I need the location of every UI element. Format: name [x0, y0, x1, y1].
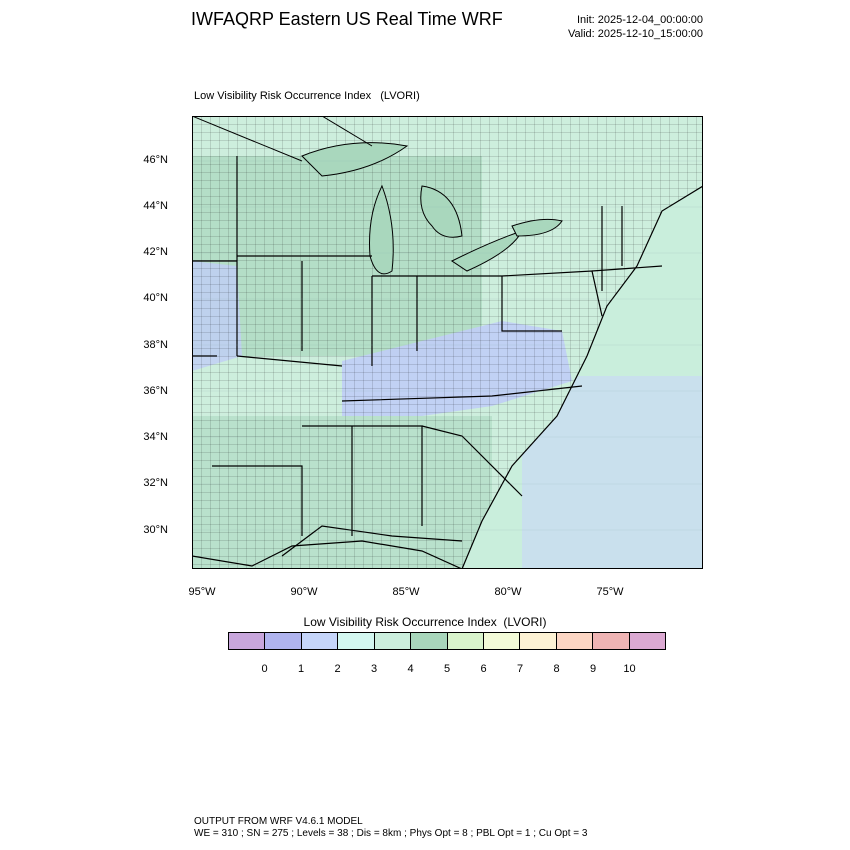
legend-colorbar	[228, 632, 666, 650]
main-title: IWFAQRP Eastern US Real Time WRF	[191, 9, 503, 29]
legend-tick-label: 8	[553, 663, 560, 675]
legend-tick-label: 7	[516, 663, 524, 675]
lat-label-40: 40°N	[143, 292, 168, 304]
legend-tick-label: 3	[370, 663, 378, 675]
lat-label-34: 34°N	[143, 431, 168, 443]
legend-tick-label: 5	[443, 663, 451, 675]
great-lakes	[192, 116, 563, 275]
lat-label-44: 44°N	[143, 200, 168, 212]
init-time: Init: 2025-12-04_00:00:00	[577, 14, 703, 26]
gulf-coast	[192, 540, 463, 569]
legend-swatch-0	[229, 633, 266, 649]
map-border	[192, 116, 703, 569]
legend-swatch-10	[593, 633, 630, 649]
lat-label-42: 42°N	[143, 246, 168, 258]
lat-label-38: 38°N	[143, 339, 168, 351]
legend-swatch-4	[374, 633, 412, 649]
graticule	[192, 160, 703, 531]
model-footer: OUTPUT FROM WRF V4.6.1 MODEL WE = 310 ; …	[194, 816, 587, 840]
footer-line-1: OUTPUT FROM WRF V4.6.1 MODEL	[194, 816, 363, 827]
lon-label-75: 75°W	[596, 586, 624, 598]
legend-tick-label: 9	[589, 663, 597, 675]
lon-label-90: 90°W	[290, 586, 318, 598]
legend-tick-label: 1	[297, 663, 305, 675]
lat-label-30: 30°N	[143, 524, 168, 536]
lat-label-32: 32°N	[143, 477, 168, 489]
lon-label-95: 95°W	[188, 586, 216, 598]
legend-tick-label: 2	[334, 663, 341, 675]
legend-swatch-11	[629, 633, 666, 649]
legend-swatch-9	[556, 633, 594, 649]
legend-swatch-6	[447, 633, 484, 649]
legend-swatch-3	[338, 633, 375, 649]
state-borders	[192, 156, 663, 557]
legend-tick-label: 10	[623, 663, 636, 675]
legend-swatch-2	[301, 633, 339, 649]
legend-swatch-5	[411, 633, 448, 649]
legend-swatch-8	[520, 633, 557, 649]
map-subtitle: Low Visibility Risk Occurrence Index (LV…	[194, 90, 420, 102]
legend-tick-label: 6	[480, 663, 487, 675]
footer-line-2: WE = 310 ; SN = 275 ; Levels = 38 ; Dis …	[194, 828, 588, 839]
legend-swatch-7	[483, 633, 521, 649]
time-info: Init: 2025-12-04_00:00:00 Valid: 2025-12…	[568, 13, 703, 41]
lat-label-46: 46°N	[143, 154, 168, 166]
map-panel	[192, 116, 703, 569]
legend-tick-label: 4	[407, 663, 414, 675]
coastline	[461, 185, 703, 569]
legend-title: Low Visibility Risk Occurrence Index (LV…	[303, 615, 547, 629]
lon-label-80: 80°W	[494, 586, 522, 598]
legend-swatch-1	[265, 633, 302, 649]
valid-time: Valid: 2025-12-10_15:00:00	[568, 28, 703, 40]
legend-tick-label: 0	[261, 663, 268, 675]
lat-label-36: 36°N	[143, 385, 168, 397]
lon-label-85: 85°W	[392, 586, 420, 598]
